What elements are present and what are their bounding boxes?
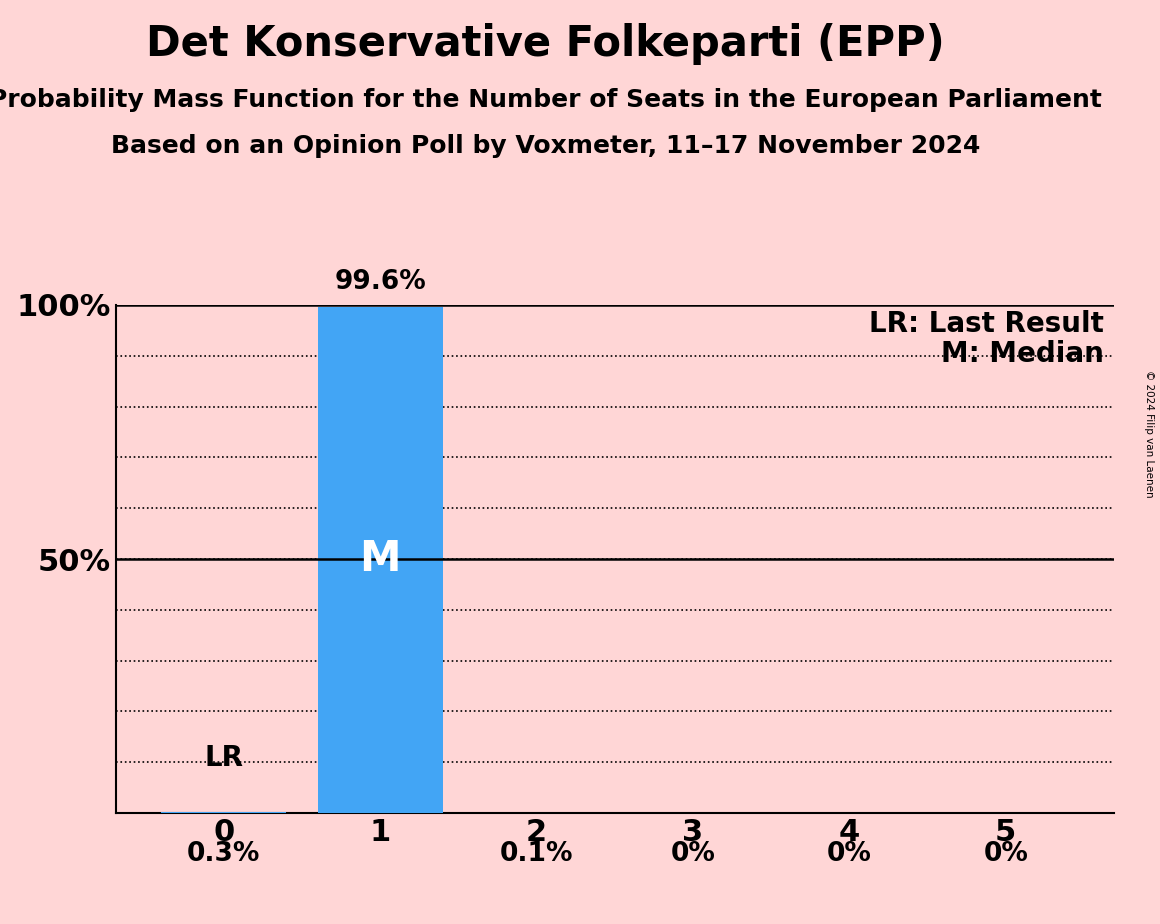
Text: M: M	[360, 538, 401, 580]
Text: M: Median: M: Median	[941, 340, 1103, 369]
Text: 0%: 0%	[984, 841, 1028, 867]
Text: Probability Mass Function for the Number of Seats in the European Parliament: Probability Mass Function for the Number…	[0, 88, 1102, 112]
Bar	[161, 811, 287, 813]
Text: 0%: 0%	[670, 841, 716, 867]
Text: 99.6%: 99.6%	[334, 269, 426, 295]
Text: LR: Last Result: LR: Last Result	[869, 310, 1103, 338]
Text: © 2024 Filip van Laenen: © 2024 Filip van Laenen	[1144, 370, 1154, 497]
Text: Based on an Opinion Poll by Voxmeter, 11–17 November 2024: Based on an Opinion Poll by Voxmeter, 11…	[110, 134, 980, 158]
Text: 0.1%: 0.1%	[500, 841, 573, 867]
Text: 0.3%: 0.3%	[187, 841, 261, 867]
Text: Det Konservative Folkeparti (EPP): Det Konservative Folkeparti (EPP)	[146, 23, 944, 65]
Text: LR: LR	[204, 745, 244, 772]
Bar	[318, 307, 443, 813]
Text: 0%: 0%	[827, 841, 872, 867]
